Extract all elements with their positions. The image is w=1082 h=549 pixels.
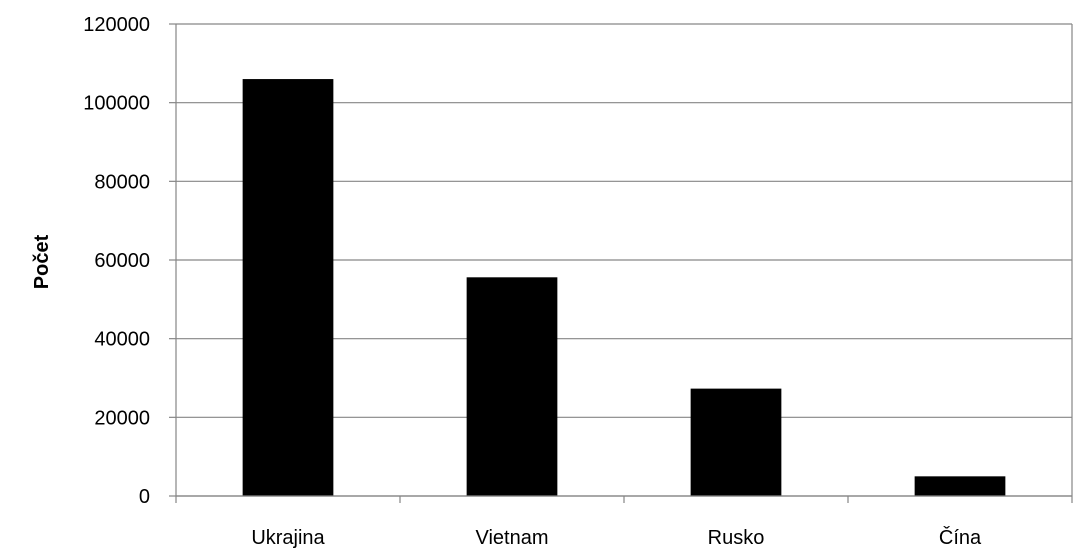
bar-vietnam bbox=[466, 277, 558, 496]
bar-čína bbox=[914, 476, 1006, 496]
y-tick-label: 0 bbox=[139, 486, 150, 508]
y-tick-label: 20000 bbox=[94, 407, 150, 429]
y-axis-title: Počet bbox=[31, 234, 53, 289]
x-tick-labels: Ukrajina Vietnam Rusko Čína bbox=[251, 526, 982, 549]
y-tick-label: 60000 bbox=[94, 250, 150, 272]
bar-rusko bbox=[690, 388, 782, 496]
x-tick-label: Vietnam bbox=[475, 527, 548, 549]
bars bbox=[242, 79, 1006, 497]
bar-ukrajina bbox=[242, 79, 334, 497]
x-tick-label: Ukrajina bbox=[251, 527, 325, 549]
y-tick-label: 100000 bbox=[83, 93, 150, 115]
y-tick-labels: 0 20000 40000 60000 80000 100000 120000 bbox=[83, 14, 150, 508]
y-tick-label: 120000 bbox=[83, 14, 150, 36]
axes bbox=[169, 23, 1073, 503]
x-tick-label: Rusko bbox=[708, 527, 765, 549]
x-tick-label: Čína bbox=[939, 526, 982, 549]
y-tick-label: 80000 bbox=[94, 171, 150, 193]
y-tick-label: 40000 bbox=[94, 329, 150, 351]
